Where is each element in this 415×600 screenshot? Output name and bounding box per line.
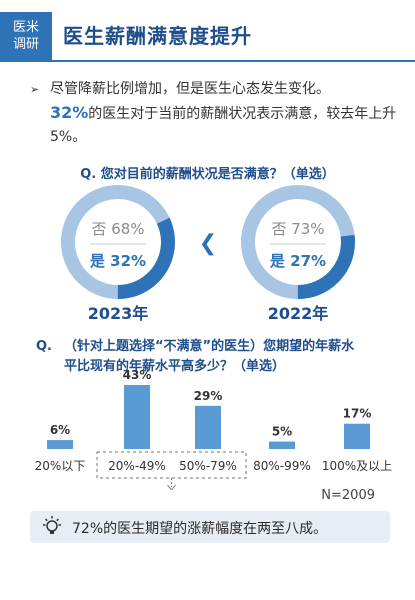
bar-value-label: 5%: [272, 425, 292, 439]
intro-bullet: ➢ 尽管降薪比例增加，但是医生心态发生变化。 32%的医生对于当前的薪酬状况表示…: [30, 78, 400, 149]
bullet-arrow-icon: ➢: [30, 83, 40, 96]
donut-1: 否 73% 是 27%: [241, 185, 355, 299]
bar-value-label: 6%: [50, 423, 70, 437]
donut-question: Q. 您对目前的薪酬状况是否满意？（单选）: [80, 167, 335, 182]
donut-label-no: 否 68%: [91, 220, 144, 238]
intro-line-2-text: 的医生对于当前的薪酬状况表示满意，较去年上升5%。: [50, 106, 397, 145]
bar-4: [344, 423, 370, 449]
bar-category-label: 100%及以上: [322, 459, 392, 473]
donut-year-2023: 2023年: [87, 304, 149, 323]
page-title: 医生薪酬满意度提升: [63, 24, 252, 48]
bar-value-label: 43%: [123, 368, 152, 382]
lightbulb-icon: [43, 516, 61, 534]
intro-line-1: 尽管降薪比例增加，但是医生心态发生变化。: [50, 81, 330, 97]
donut-label-yes: 是 27%: [269, 252, 326, 270]
bar-question-line-2: 平比现有的年薪水平高多少？（单选）: [64, 359, 286, 374]
donut-slice-yes: [241, 185, 355, 299]
page-header: 医米 调研 医生薪酬满意度提升: [0, 0, 415, 64]
bar-category-label: 80%-99%: [253, 459, 311, 473]
bar-1: [124, 385, 150, 449]
summary-text: 72%的医生期望的涨薪幅度在两至八成。: [72, 521, 328, 537]
donut-label-no: 否 73%: [271, 220, 324, 238]
bar-category-label: 50%-79%: [179, 459, 237, 473]
intro-line-2: 32%的医生对于当前的薪酬状况表示满意，较去年上升5%。: [50, 101, 400, 149]
brand-line-2: 调研: [12, 37, 39, 52]
donut-chart: 否 68% 是 32% 否 73% 是 27% ❮: [61, 185, 355, 299]
donut-label-yes: 是 32%: [89, 252, 146, 270]
bar-3: [269, 441, 295, 449]
bar-value-label: 29%: [194, 389, 223, 403]
bar-category-label: 20%-49%: [108, 459, 166, 473]
comparison-arrow-icon: ❮: [199, 231, 217, 256]
bar-0: [47, 440, 73, 449]
bar-category-label: 20%以下: [35, 459, 86, 473]
bar-chart: 6% 20%以下 43% 20%-49% 29% 50%-79% 5% 80%-99% 17% 1…: [35, 368, 392, 490]
highlight-box: [96, 451, 247, 479]
title-divider: [0, 60, 415, 62]
sample-size-label: N=2009: [321, 488, 375, 503]
bar-question: Q. （针对上题选择“不满意”的医生）您期望的年薪水 平比现有的年薪水平高多少？…: [36, 337, 386, 377]
bar-2: [195, 405, 221, 449]
summary-box: 72%的医生期望的涨薪幅度在两至八成。: [30, 511, 390, 543]
bar-value-label: 17%: [343, 407, 372, 421]
highlight-pointer-head: [167, 484, 176, 490]
bar-question-prefix: Q.: [36, 339, 52, 354]
donut-0: 否 68% 是 32%: [61, 185, 175, 299]
intro-highlight: 32%: [50, 103, 89, 122]
bar-question-line-1: （针对上题选择“不满意”的医生）您期望的年薪水: [64, 339, 355, 354]
donut-year-2022: 2022年: [267, 304, 329, 323]
brand-badge: 医米 调研: [0, 12, 52, 60]
brand-line-1: 医米: [12, 20, 39, 35]
